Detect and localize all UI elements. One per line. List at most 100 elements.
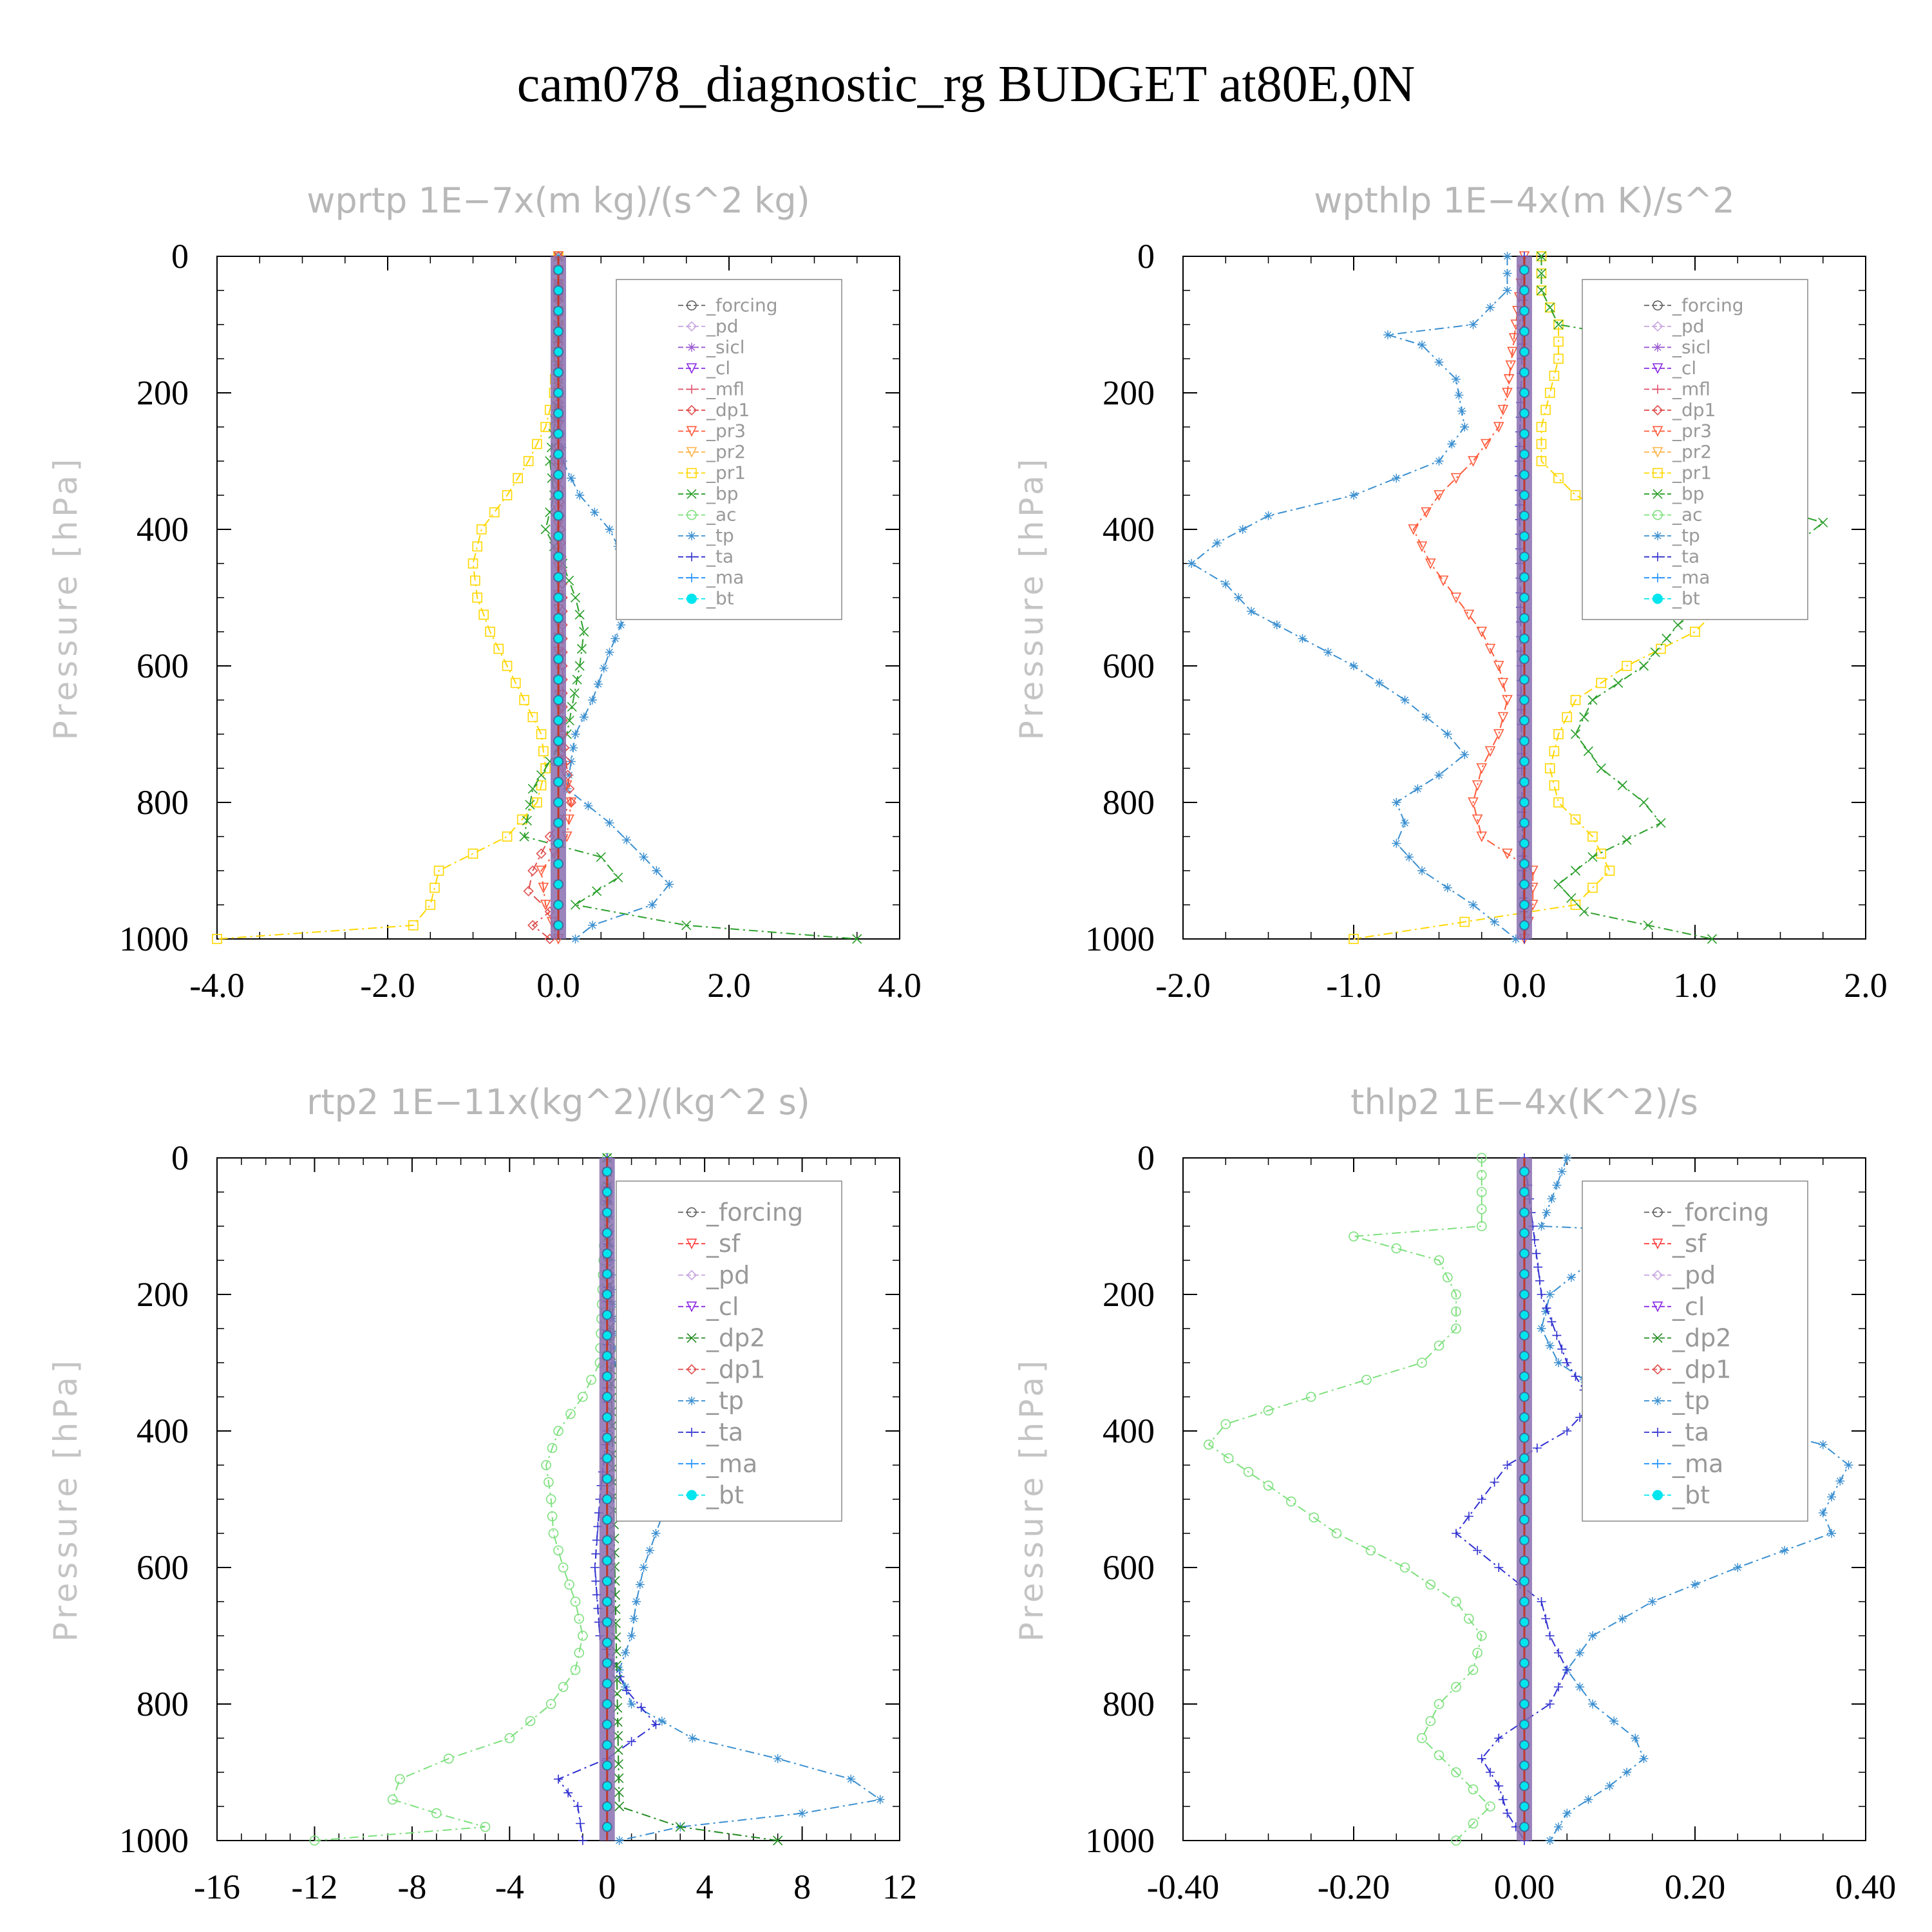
y-tick-label: 600 [1103,1548,1155,1587]
legend-swatch [1652,321,1663,332]
data-point [1519,408,1530,419]
data-point [387,1794,398,1805]
legend-label: _cl [706,1293,739,1321]
data-point [1459,916,1470,927]
data-point [1519,1269,1530,1280]
data-point [579,627,589,637]
data-point [502,831,513,842]
data-point [1537,1222,1546,1231]
data-point [1519,1309,1530,1320]
data-point [553,572,564,583]
data-point [1519,777,1530,788]
legend-item: _sicl [1644,336,1711,357]
data-point [1519,1760,1530,1771]
y-tick-label: 1000 [119,1821,189,1860]
data-point [1417,340,1426,350]
data-point [601,1576,612,1587]
data-point [564,770,574,780]
legend-label: _mfl [1672,378,1710,399]
legend-swatch [687,300,697,311]
legend-item: _cl [1644,357,1696,379]
data-point [1579,712,1589,723]
data-point [1638,797,1649,808]
data-point [1490,917,1499,927]
data-point [1484,746,1496,757]
data-point [1434,490,1444,501]
data-point [593,679,603,689]
data-point [1463,609,1475,621]
data-point [1502,848,1513,860]
data-point [1587,852,1598,862]
legend-label: _tp [706,1387,744,1415]
data-point [1468,900,1478,909]
data-point [601,1392,612,1402]
data-point [1451,1767,1461,1777]
data-point [1519,858,1530,869]
data-point [1476,1153,1487,1163]
legend-swatch [687,1428,696,1437]
data-point [1519,1596,1530,1607]
data-point [527,784,538,794]
data-point [601,1473,612,1484]
legend-label: _dp1 [1672,399,1716,421]
data-point [1477,1754,1486,1763]
legend-label: _dp1 [706,399,750,421]
data-point [1596,677,1607,688]
data-point [1638,661,1649,671]
data-point [553,735,564,746]
legend-item: _forcing [678,1198,803,1226]
data-point [558,1562,569,1573]
data-point [1547,1317,1557,1327]
x-tick-label: -1.0 [1326,966,1381,1005]
data-point [578,1392,588,1402]
data-point [601,1207,612,1218]
y-tick-label: 200 [137,1275,189,1314]
data-point [1650,647,1660,658]
data-point [1545,1631,1555,1640]
data-point [1434,1750,1444,1761]
data-point [1476,1221,1487,1231]
data-point [553,756,564,767]
data-point [478,609,489,620]
x-tick-label: -0.40 [1147,1868,1219,1906]
data-point [1613,677,1624,688]
data-point [545,1699,556,1709]
data-point [1536,251,1547,261]
data-point [1443,730,1452,739]
data-point [1553,354,1564,364]
data-point [1519,654,1530,665]
data-point [519,695,529,705]
data-point [1554,1358,1563,1367]
legend-swatch [687,593,697,604]
panel-title: rtp2 1E−11x(kg^2)/(kg^2 s) [307,1082,810,1122]
data-point [553,285,564,296]
data-point [522,815,532,826]
y-tick-label: 800 [137,783,189,822]
data-point [621,1648,630,1658]
data-point [1519,265,1530,276]
y-axis-label: Pressure [hPa] [47,455,84,741]
series-line [1208,1158,1492,1841]
series-dp1 [309,1153,612,1846]
data-point [1476,763,1488,774]
data-point [1392,473,1401,483]
data-point [536,848,547,859]
data-point [1537,1290,1546,1299]
data-point [540,900,551,911]
data-point [1519,612,1530,623]
data-point [1562,1426,1572,1435]
legend-label: _ma [1672,1450,1723,1478]
data-point [1536,439,1547,450]
data-point [553,879,564,890]
data-point [1220,1419,1231,1430]
data-point [1451,1835,1461,1846]
x-tick-label: 0.40 [1835,1868,1897,1906]
data-point [591,1549,601,1558]
legend-label: _pr3 [1672,420,1712,441]
data-point [553,346,564,357]
y-tick-label: 200 [1103,374,1155,412]
data-point [553,900,564,910]
data-point [1425,558,1436,569]
data-point [1508,333,1520,344]
data-point [493,643,504,654]
